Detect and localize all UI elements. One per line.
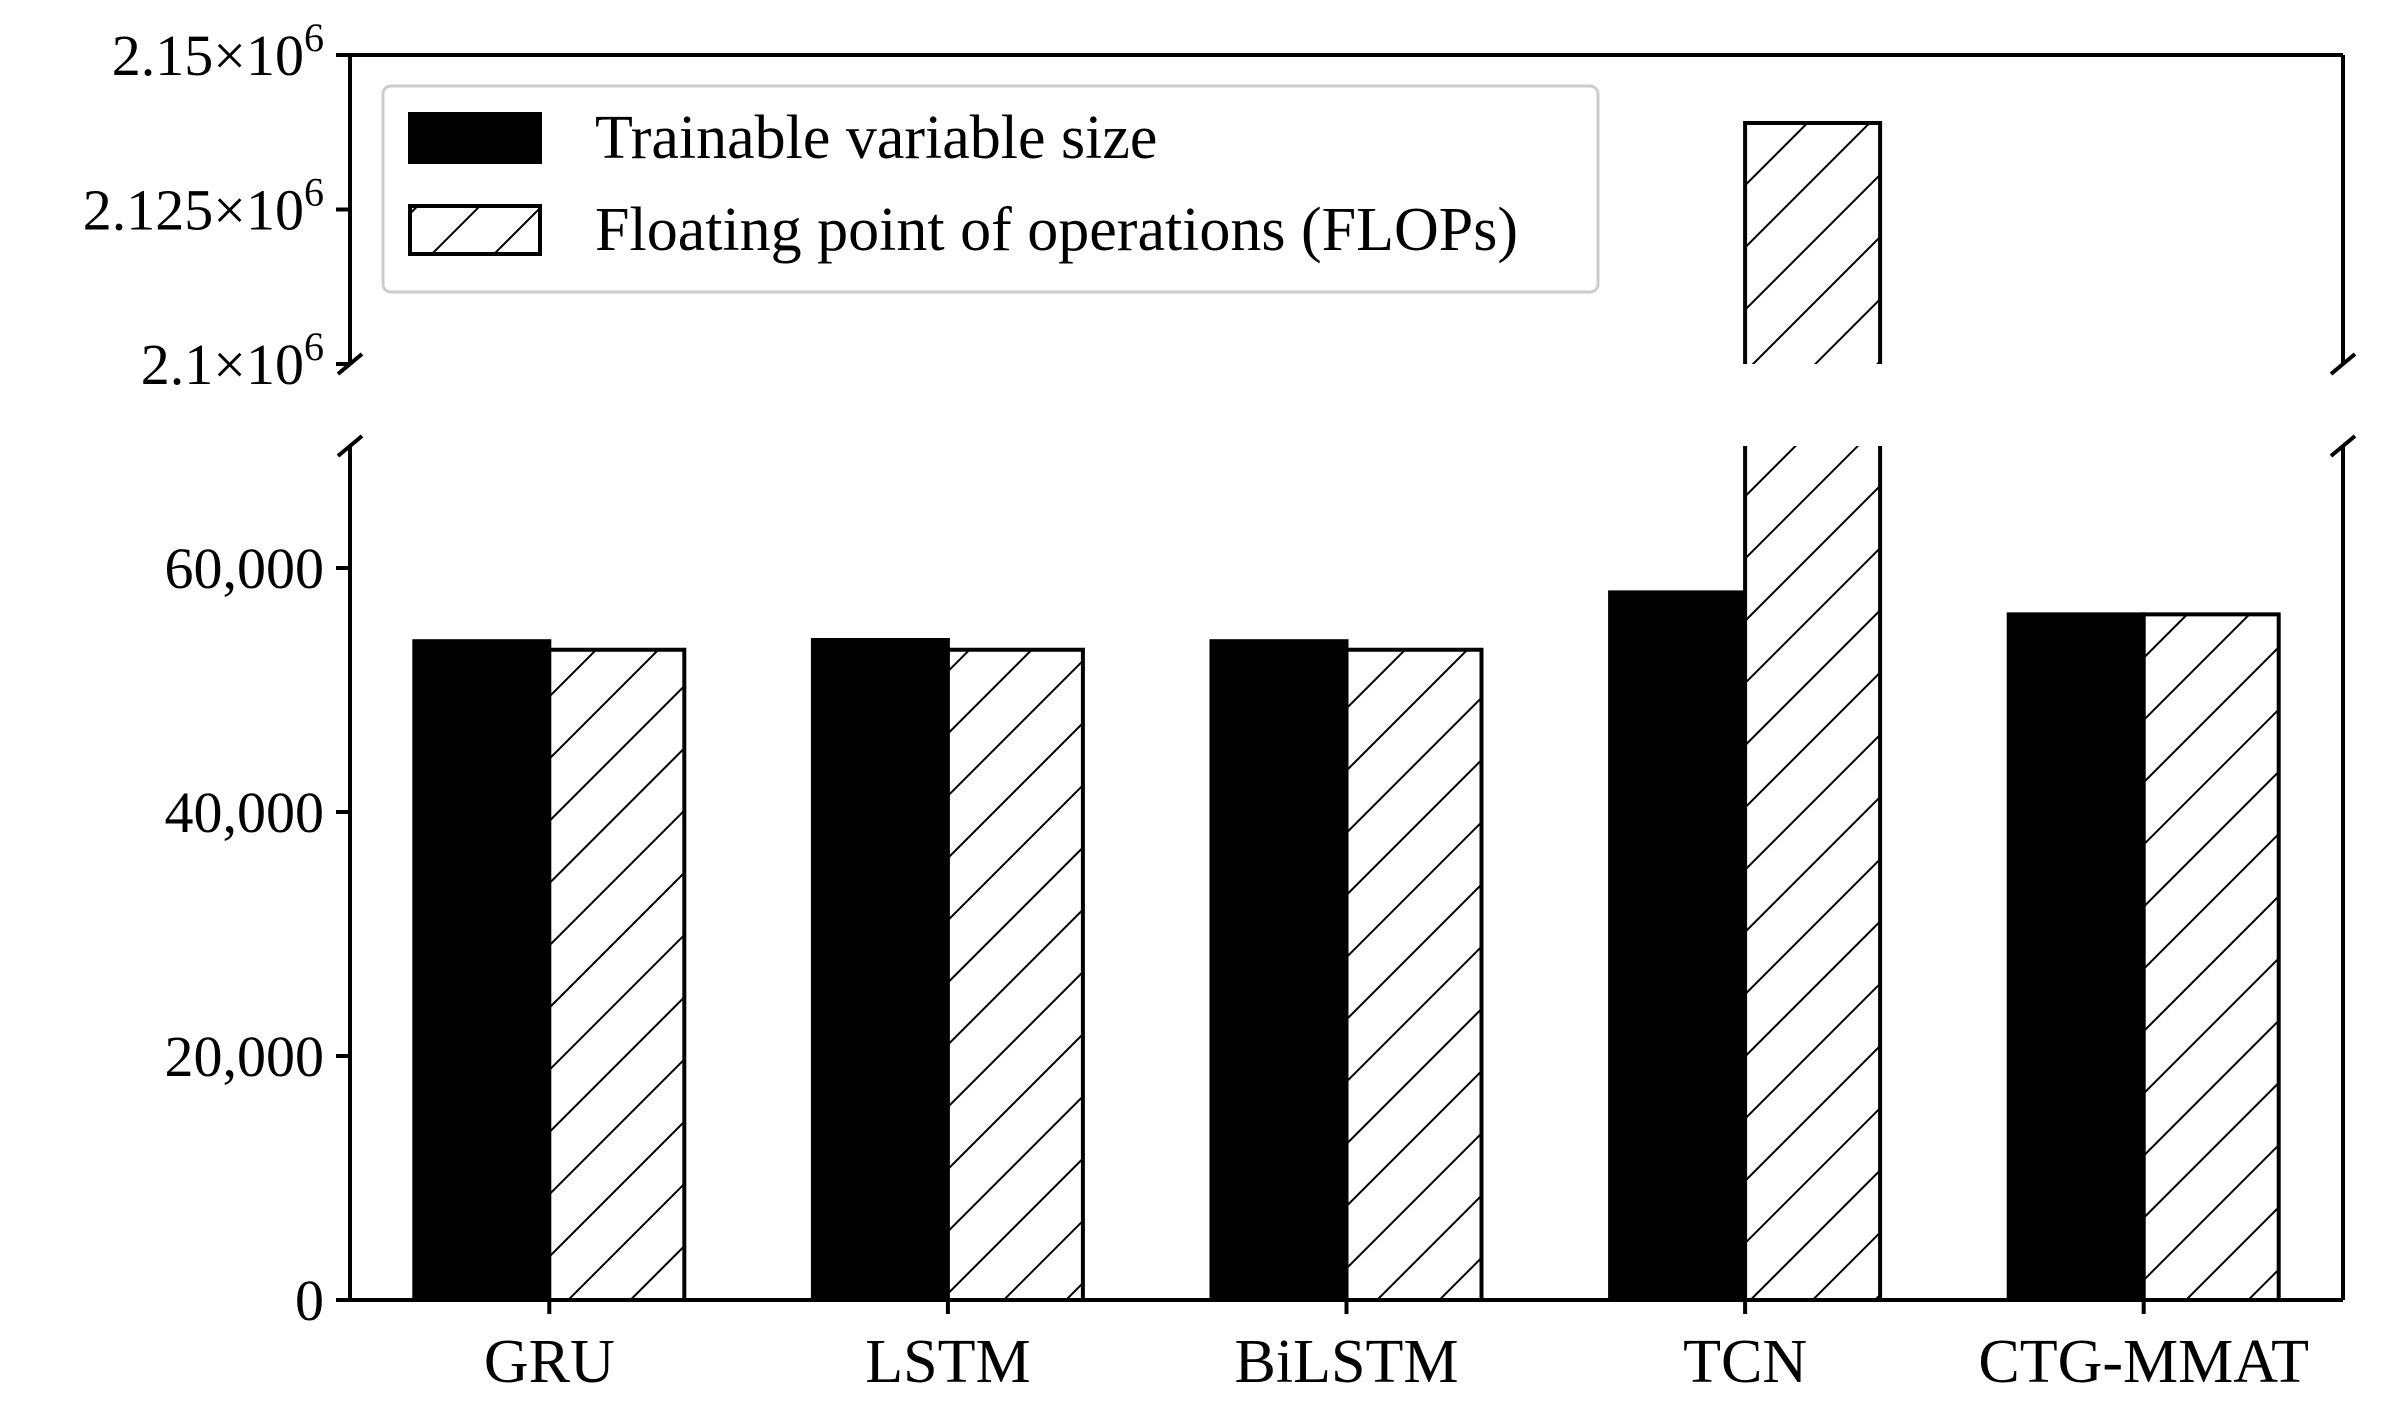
x-tick-label: GRU — [484, 1328, 615, 1396]
axis-break-mark-3 — [336, 434, 364, 458]
axis-break-mark-4 — [2329, 434, 2357, 458]
y-tick-label: 0 — [295, 1268, 324, 1333]
y-tick-label: 20,000 — [165, 1024, 325, 1089]
x-tick-label: CTG-MMAT — [1978, 1328, 2309, 1396]
legend-label-flops: Floating point of operations (FLOPs) — [595, 196, 1518, 264]
legend-label-trainable: Trainable variable size — [595, 104, 1157, 172]
bar-flops-gru — [547, 647, 687, 1302]
axis-break-mark-2 — [2329, 352, 2357, 376]
y-tick-label-upper: 2.15×106 — [112, 15, 324, 88]
bar-flops-tcn-upper — [1743, 120, 1883, 364]
bar-trainable-lstm — [810, 637, 950, 1302]
bar-flops-bilstm — [1344, 647, 1484, 1302]
legend-box — [381, 84, 1600, 294]
y-tick-label: 40,000 — [165, 780, 325, 845]
x-tick-label: LSTM — [865, 1328, 1030, 1396]
y-tick-label-upper: 2.1×106 — [141, 324, 324, 397]
bar-trainable-tcn — [1608, 590, 1748, 1302]
legend-swatch-trainable — [408, 112, 542, 164]
bar-flops-lstm — [945, 647, 1085, 1302]
y-tick-label: 60,000 — [165, 536, 325, 601]
bar-trainable-gru — [412, 639, 552, 1302]
bar-trainable-bilstm — [1209, 639, 1349, 1302]
x-tick-label: BiLSTM — [1235, 1328, 1459, 1396]
bar-trainable-ctg-mmat — [2006, 612, 2146, 1302]
legend-swatch-flops — [408, 204, 542, 256]
bar-flops-tcn — [1743, 446, 1883, 1302]
x-tick-label: TCN — [1683, 1328, 1807, 1396]
y-tick-label-upper: 2.125×106 — [83, 170, 324, 243]
bar-flops-ctg-mmat — [2141, 612, 2281, 1302]
